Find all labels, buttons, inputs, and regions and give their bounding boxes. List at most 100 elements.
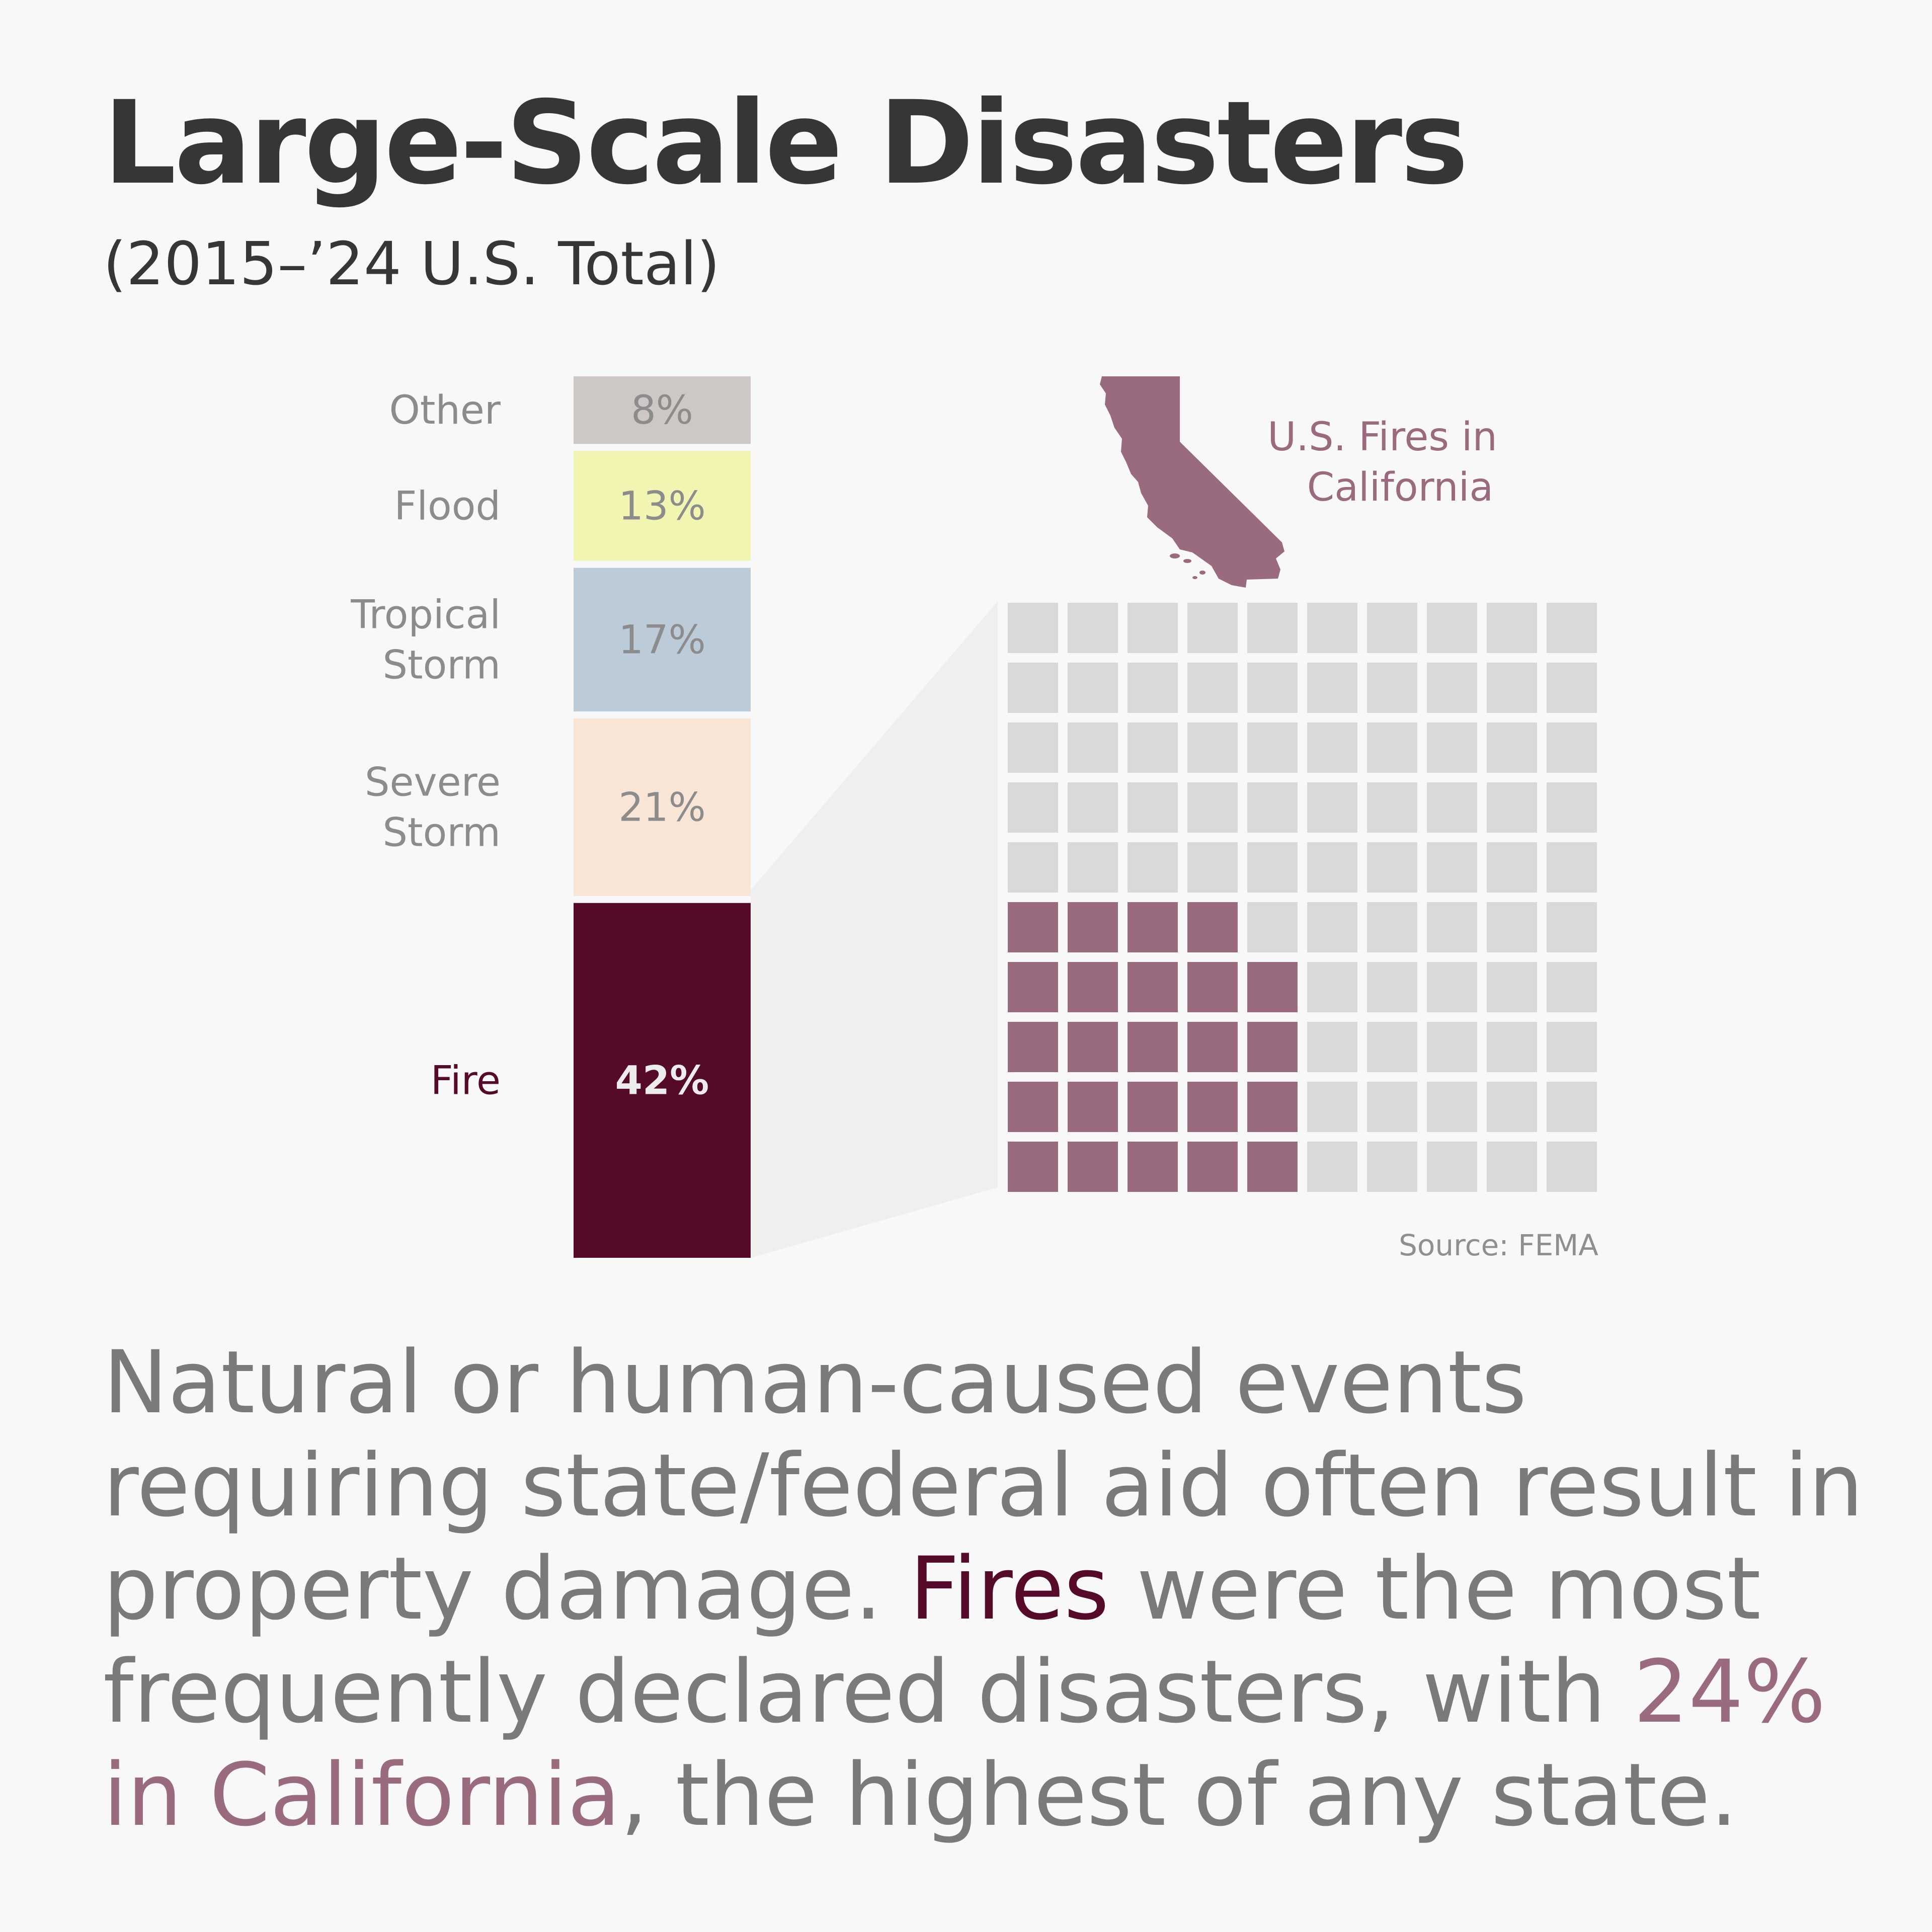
zoom-connector bbox=[751, 601, 998, 1258]
waffle-title-line-1: U.S. Fires in bbox=[1267, 415, 1497, 460]
waffle-cell bbox=[1367, 842, 1417, 893]
waffle-cell bbox=[1187, 603, 1238, 653]
waffle-cell-highlighted bbox=[1068, 962, 1118, 1012]
waffle-cell bbox=[1187, 782, 1238, 833]
waffle-cell-highlighted bbox=[1068, 1022, 1118, 1072]
bar-value-label-fire: 42% bbox=[615, 1058, 709, 1103]
waffle-cell-highlighted bbox=[1128, 1082, 1178, 1132]
waffle-cell-highlighted bbox=[1247, 962, 1298, 1012]
bar-value-label-tropical-storm: 17% bbox=[618, 617, 705, 663]
body-text-part-3: , the highest of any state. bbox=[620, 1744, 1738, 1845]
waffle-cell bbox=[1367, 962, 1417, 1012]
waffle-cell bbox=[1008, 663, 1058, 713]
waffle-cell-highlighted bbox=[1068, 1082, 1118, 1132]
waffle-cell bbox=[1427, 1022, 1477, 1072]
waffle-cell bbox=[1367, 1142, 1417, 1192]
waffle-cell bbox=[1247, 782, 1298, 833]
waffle-cell bbox=[1247, 722, 1298, 773]
waffle-cell bbox=[1307, 1082, 1357, 1132]
waffle-cell bbox=[1128, 722, 1178, 773]
waffle-title: U.S. Fires in California bbox=[1267, 415, 1510, 510]
waffle-cell bbox=[1487, 1142, 1537, 1192]
body-highlight-fires: Fires bbox=[909, 1538, 1109, 1639]
waffle-cell bbox=[1367, 1082, 1417, 1132]
waffle-cell-highlighted bbox=[1128, 1142, 1178, 1192]
waffle-cell bbox=[1547, 962, 1597, 1012]
body-text-part-2: were the most frequently declared disast… bbox=[103, 1538, 1761, 1742]
waffle-cell bbox=[1367, 782, 1417, 833]
waffle-cell-highlighted bbox=[1008, 1142, 1058, 1192]
waffle-cell bbox=[1547, 1142, 1597, 1192]
bar-value-label-other: 8% bbox=[631, 388, 693, 433]
page-subtitle: (2015–’24 U.S. Total) bbox=[103, 229, 720, 298]
bar-category-label-tropical-storm: Tropical Storm bbox=[350, 592, 501, 688]
waffle-cell bbox=[1487, 842, 1537, 893]
waffle-cell-highlighted bbox=[1128, 962, 1178, 1012]
bar-category-label-other: Other bbox=[389, 388, 501, 433]
waffle-cell-highlighted bbox=[1068, 902, 1118, 952]
source-note: Source: FEMA bbox=[1399, 1228, 1598, 1262]
waffle-cell-highlighted bbox=[1128, 902, 1178, 952]
waffle-cell bbox=[1068, 663, 1118, 713]
waffle-cell bbox=[1008, 722, 1058, 773]
waffle-cell bbox=[1367, 663, 1417, 713]
stacked-bar: 42% Fire 21% Severe Storm 17% Tropical Storm 13%… bbox=[350, 376, 751, 1258]
waffle-cell bbox=[1487, 782, 1537, 833]
waffle-cell bbox=[1128, 663, 1178, 713]
chart: 42% Fire 21% Severe Storm 17% Tropical Storm 13%… bbox=[350, 376, 1598, 1262]
waffle-cell bbox=[1247, 603, 1298, 653]
california-islands bbox=[1170, 553, 1205, 579]
bar-segment-tropical-storm bbox=[574, 568, 751, 712]
waffle-cell bbox=[1427, 603, 1477, 653]
bar-category-label-severe-storm: Severe Storm bbox=[365, 760, 501, 855]
waffle-cell bbox=[1307, 902, 1357, 952]
waffle-cell bbox=[1487, 902, 1537, 952]
bar-value-label-flood: 13% bbox=[618, 484, 705, 529]
waffle-cell bbox=[1367, 902, 1417, 952]
waffle-cell bbox=[1307, 842, 1357, 893]
waffle-cell bbox=[1128, 782, 1178, 833]
bar-category-label-flood: Flood bbox=[394, 484, 501, 529]
waffle-cell bbox=[1247, 663, 1298, 713]
waffle-cell bbox=[1427, 782, 1477, 833]
waffle-cell bbox=[1008, 782, 1058, 833]
body-text-part-1: Natural or human-caused events requiring… bbox=[103, 1332, 1864, 1639]
waffle-cell bbox=[1427, 962, 1477, 1012]
waffle-cell-highlighted bbox=[1128, 1022, 1178, 1072]
waffle-cell-highlighted bbox=[1247, 1142, 1298, 1192]
waffle-cell bbox=[1547, 842, 1597, 893]
waffle-cell-highlighted bbox=[1187, 902, 1238, 952]
waffle-cell-highlighted bbox=[1008, 902, 1058, 952]
waffle-cell-highlighted bbox=[1187, 1022, 1238, 1072]
waffle-cell bbox=[1427, 722, 1477, 773]
body-paragraph: Natural or human-caused events requiring… bbox=[103, 1331, 1864, 1846]
waffle-cell bbox=[1247, 842, 1298, 893]
waffle-cell bbox=[1307, 663, 1357, 713]
waffle-cell bbox=[1307, 722, 1357, 773]
waffle-cell bbox=[1068, 603, 1118, 653]
waffle-cell bbox=[1427, 1142, 1477, 1192]
waffle-cell bbox=[1487, 1082, 1537, 1132]
waffle-cell bbox=[1187, 722, 1238, 773]
waffle-cell-highlighted bbox=[1187, 1082, 1238, 1132]
bar-segment-other bbox=[574, 376, 751, 444]
waffle-cell bbox=[1547, 1082, 1597, 1132]
bar-category-label-fire: Fire bbox=[431, 1058, 501, 1103]
waffle-cell bbox=[1427, 1082, 1477, 1132]
waffle-cell bbox=[1547, 782, 1597, 833]
bar-segment-flood bbox=[574, 451, 751, 561]
bar-value-label-severe-storm: 21% bbox=[618, 785, 705, 830]
waffle-cell bbox=[1547, 663, 1597, 713]
waffle-cell bbox=[1128, 842, 1178, 893]
waffle-grid bbox=[1008, 603, 1597, 1192]
waffle-cell bbox=[1068, 842, 1118, 893]
waffle-cell bbox=[1247, 902, 1298, 952]
waffle-cell bbox=[1187, 663, 1238, 713]
waffle-cell bbox=[1427, 902, 1477, 952]
waffle-cell bbox=[1307, 603, 1357, 653]
waffle-cell bbox=[1307, 782, 1357, 833]
body-highlight-california: 24% in California bbox=[103, 1641, 1826, 1845]
waffle-cell bbox=[1547, 722, 1597, 773]
waffle-cell bbox=[1547, 603, 1597, 653]
waffle-cell bbox=[1547, 902, 1597, 952]
